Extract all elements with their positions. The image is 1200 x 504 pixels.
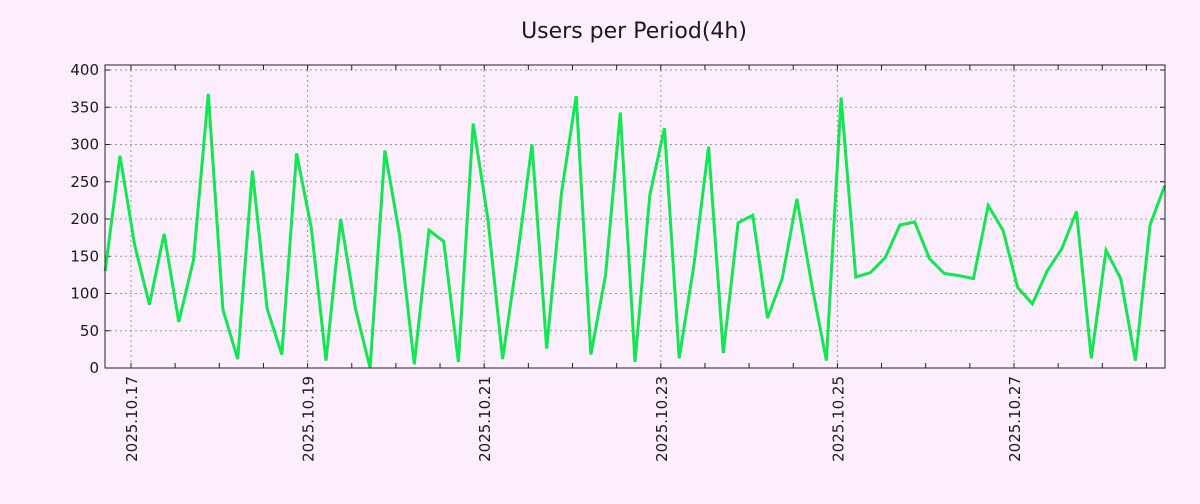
x-tick-label: 2025.10.25 xyxy=(829,376,847,462)
y-tick-label: 300 xyxy=(70,136,99,154)
x-tick-label: 2025.10.19 xyxy=(300,376,318,462)
y-tick-label: 50 xyxy=(80,322,99,340)
chart-title: Users per Period(4h) xyxy=(521,19,747,44)
x-tick-label: 2025.10.17 xyxy=(123,376,141,462)
y-tick-label: 0 xyxy=(89,359,99,377)
series-line-users xyxy=(105,94,1165,368)
y-tick-label: 100 xyxy=(70,285,99,303)
y-tick-label: 250 xyxy=(70,173,99,191)
x-tick-label: 2025.10.21 xyxy=(476,376,494,462)
x-tick-label: 2025.10.23 xyxy=(653,376,671,462)
y-tick-label: 200 xyxy=(70,210,99,228)
plot-frame xyxy=(105,65,1165,368)
grid xyxy=(105,65,1165,368)
x-tick-label: 2025.10.27 xyxy=(1006,376,1024,462)
axis-ticks: 0 50 100 150 200 250 300 350 400 2025.10.17 2025.1… xyxy=(70,61,1165,462)
y-tick-label: 150 xyxy=(70,247,99,265)
y-tick-label: 400 xyxy=(70,61,99,79)
y-tick-label: 350 xyxy=(70,98,99,116)
